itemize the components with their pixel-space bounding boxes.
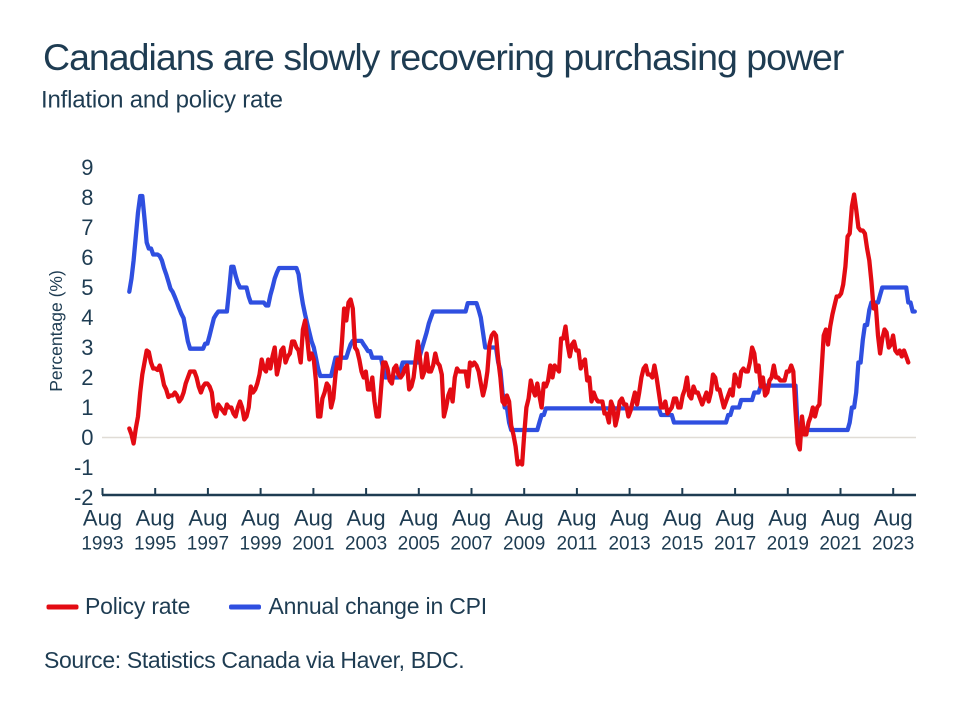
svg-text:Aug: Aug [663,506,702,531]
svg-text:8: 8 [81,185,93,210]
svg-text:Aug: Aug [505,506,544,531]
svg-text:Aug: Aug [399,506,438,531]
svg-text:3: 3 [81,335,93,360]
svg-text:Inflation and policy rate: Inflation and policy rate [41,87,283,114]
svg-text:Aug: Aug [188,506,227,531]
svg-text:2017: 2017 [714,534,756,555]
svg-text:Aug: Aug [452,506,491,531]
svg-text:2: 2 [81,365,93,390]
svg-text:2011: 2011 [556,534,597,555]
svg-text:Aug: Aug [557,506,596,531]
svg-text:2005: 2005 [398,534,440,555]
svg-text:2009: 2009 [503,534,545,555]
svg-text:2021: 2021 [819,534,861,555]
svg-text:Aug: Aug [874,506,913,531]
svg-text:0: 0 [81,425,93,450]
svg-text:2003: 2003 [345,534,387,555]
svg-text:Policy rate: Policy rate [85,593,190,619]
svg-text:1993: 1993 [81,534,123,555]
svg-text:1995: 1995 [134,534,176,555]
svg-text:5: 5 [81,275,93,300]
svg-text:2007: 2007 [450,534,492,555]
svg-text:Aug: Aug [347,506,386,531]
svg-text:Canadians are slowly recoverin: Canadians are slowly recovering purchasi… [43,36,844,78]
svg-text:Percentage (%): Percentage (%) [46,270,66,392]
svg-text:Annual change in CPI: Annual change in CPI [269,593,488,619]
svg-text:Aug: Aug [83,506,122,531]
svg-text:Aug: Aug [716,506,755,531]
svg-text:1997: 1997 [187,534,229,555]
svg-text:1999: 1999 [239,534,281,555]
svg-text:7: 7 [81,215,93,240]
svg-text:9: 9 [81,155,93,180]
svg-text:Aug: Aug [768,506,807,531]
svg-text:Aug: Aug [136,506,175,531]
svg-text:2013: 2013 [608,534,650,555]
svg-text:2015: 2015 [661,534,703,555]
svg-text:-2: -2 [74,485,94,510]
svg-text:Source: Statistics Canada via: Source: Statistics Canada via Haver, BDC… [44,647,464,673]
svg-text:1: 1 [81,395,93,420]
svg-text:6: 6 [81,245,93,270]
svg-text:Aug: Aug [294,506,333,531]
svg-text:Aug: Aug [821,506,860,531]
svg-text:2019: 2019 [767,534,809,555]
svg-text:-1: -1 [74,455,94,480]
svg-text:Aug: Aug [610,506,649,531]
svg-text:2023: 2023 [872,534,914,555]
svg-text:Aug: Aug [241,506,280,531]
svg-text:4: 4 [81,305,93,330]
svg-text:2001: 2001 [292,534,334,555]
